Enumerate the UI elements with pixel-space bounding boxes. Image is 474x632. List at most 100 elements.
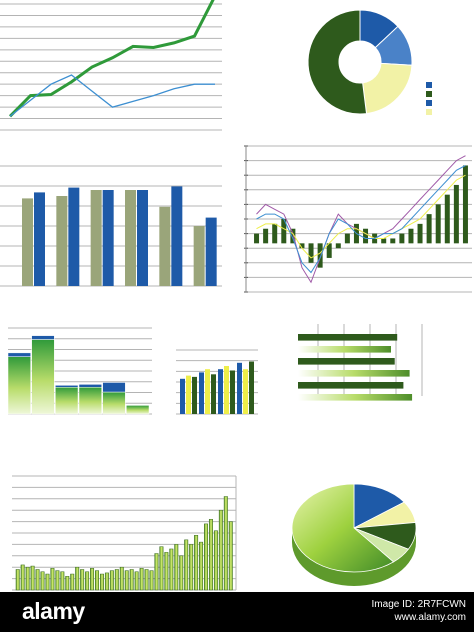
bar-line-bar-22 xyxy=(453,184,459,244)
tall-bar-7 xyxy=(50,568,55,591)
tall-bar-2 xyxy=(25,566,30,591)
bar-line-bar-19 xyxy=(426,214,432,244)
tall-bar-22 xyxy=(124,570,129,591)
bar-line-bar-18 xyxy=(417,223,423,244)
bar-line-bar-21 xyxy=(444,194,450,244)
tall-bar-6 xyxy=(45,573,50,591)
bar-s1-5 xyxy=(205,217,217,286)
bar-line-bar-8 xyxy=(326,243,332,258)
hbar-4 xyxy=(298,382,404,389)
tall-bar-34 xyxy=(184,539,189,591)
line-series-1 xyxy=(9,74,215,117)
tall-bar-31 xyxy=(169,548,174,591)
tall-bar-39 xyxy=(208,519,213,591)
tall-bar-11 xyxy=(70,573,75,591)
bar-line-series-1 xyxy=(256,174,466,259)
tall-bar-0 xyxy=(15,569,20,591)
tall-bar-15 xyxy=(90,568,95,591)
bar-line-bar-20 xyxy=(435,204,441,244)
hbar-1 xyxy=(298,346,391,353)
stacked-gradient-bar-chart xyxy=(7,327,152,415)
stacked-bar-s1-3 xyxy=(78,384,102,388)
stacked-bar-s1-2 xyxy=(55,385,79,388)
tall-bar-38 xyxy=(204,523,208,591)
tall-bar-28 xyxy=(154,553,159,591)
small-bar-s0-3 xyxy=(237,362,242,414)
bar-line-bar-10 xyxy=(344,233,350,244)
line-chart-top-left xyxy=(0,0,222,131)
alamy-logo: alamy xyxy=(22,598,85,624)
donut-slice-3 xyxy=(307,9,368,115)
bar-s0-2 xyxy=(90,190,102,286)
tall-bar-19 xyxy=(109,570,114,591)
tall-bar-32 xyxy=(174,544,179,591)
tall-bar-41 xyxy=(218,509,223,591)
tall-bar-36 xyxy=(194,535,199,591)
tall-bar-40 xyxy=(213,530,218,591)
bar-line-bar-5 xyxy=(299,243,305,249)
tall-bar-chart xyxy=(12,475,237,591)
bar-s0-4 xyxy=(159,206,171,286)
tall-bar-5 xyxy=(40,571,45,591)
tall-bar-3 xyxy=(30,565,35,591)
stacked-bar-s0-1 xyxy=(31,339,55,415)
tall-bar-30 xyxy=(164,552,169,591)
stacked-bar-s1-4 xyxy=(102,382,126,393)
small-bar-s1-1 xyxy=(205,369,210,414)
tall-bar-25 xyxy=(139,568,144,591)
tall-bar-21 xyxy=(119,566,124,591)
tall-bar-1 xyxy=(20,564,25,591)
tall-bar-29 xyxy=(159,546,164,591)
bar-line-bar-1 xyxy=(263,228,269,244)
tall-bar-35 xyxy=(189,544,194,591)
small-bar-s0-2 xyxy=(218,369,223,414)
small-bar-s2-0 xyxy=(192,376,197,414)
bar-s0-3 xyxy=(125,190,136,286)
bar-line-bar-9 xyxy=(335,243,341,249)
bar-s1-1 xyxy=(68,187,80,286)
donut-legend-swatch-3 xyxy=(426,109,432,115)
bar-s1-0 xyxy=(34,192,45,286)
bar-line-series-2 xyxy=(256,165,466,274)
bar-s0-5 xyxy=(193,226,205,286)
stacked-bar-s0-0 xyxy=(7,356,31,415)
bar-s1-2 xyxy=(102,190,114,286)
bar-line-bar-0 xyxy=(254,233,260,244)
bar-s1-3 xyxy=(137,190,148,286)
hbar-2 xyxy=(298,358,395,365)
tall-bar-12 xyxy=(75,566,80,591)
tall-bar-33 xyxy=(179,555,184,591)
stacked-bar-s0-3 xyxy=(78,386,102,415)
line-series-0 xyxy=(8,0,215,118)
bar-line-bar-4 xyxy=(290,228,296,244)
donut-chart-top-right xyxy=(307,9,432,115)
bar-line-bar-15 xyxy=(390,238,396,244)
tall-bar-18 xyxy=(104,572,109,591)
tall-bar-42 xyxy=(223,496,228,591)
tall-bar-37 xyxy=(199,541,204,591)
small-bar-s0-0 xyxy=(180,378,185,414)
tall-bar-26 xyxy=(144,569,149,591)
horizontal-bar-chart xyxy=(298,324,423,401)
stacked-bar-s1-0 xyxy=(7,352,31,357)
hbar-0 xyxy=(298,334,398,341)
grouped-bar-chart xyxy=(0,165,222,287)
bar-line-bar-2 xyxy=(272,223,278,244)
small-bar-s1-0 xyxy=(186,375,191,414)
pie-chart-3d xyxy=(291,483,417,586)
small-bar-s1-2 xyxy=(224,366,229,414)
bar-line-bar-7 xyxy=(317,243,323,268)
bar-line-chart xyxy=(244,145,472,293)
donut-legend-swatch-2 xyxy=(426,100,432,106)
bar-line-bar-17 xyxy=(408,228,414,244)
pie-3d-slice-0 xyxy=(353,483,405,529)
tall-bar-9 xyxy=(60,571,65,591)
image-id-block: Image ID: 2R7FCWN www.alamy.com xyxy=(22,598,466,624)
tall-bar-17 xyxy=(99,573,104,591)
hbar-3 xyxy=(298,370,410,377)
tall-bar-27 xyxy=(149,570,154,591)
site-url: www.alamy.com xyxy=(394,612,467,623)
tall-bar-14 xyxy=(85,571,90,591)
small-bar-s2-2 xyxy=(230,370,235,414)
